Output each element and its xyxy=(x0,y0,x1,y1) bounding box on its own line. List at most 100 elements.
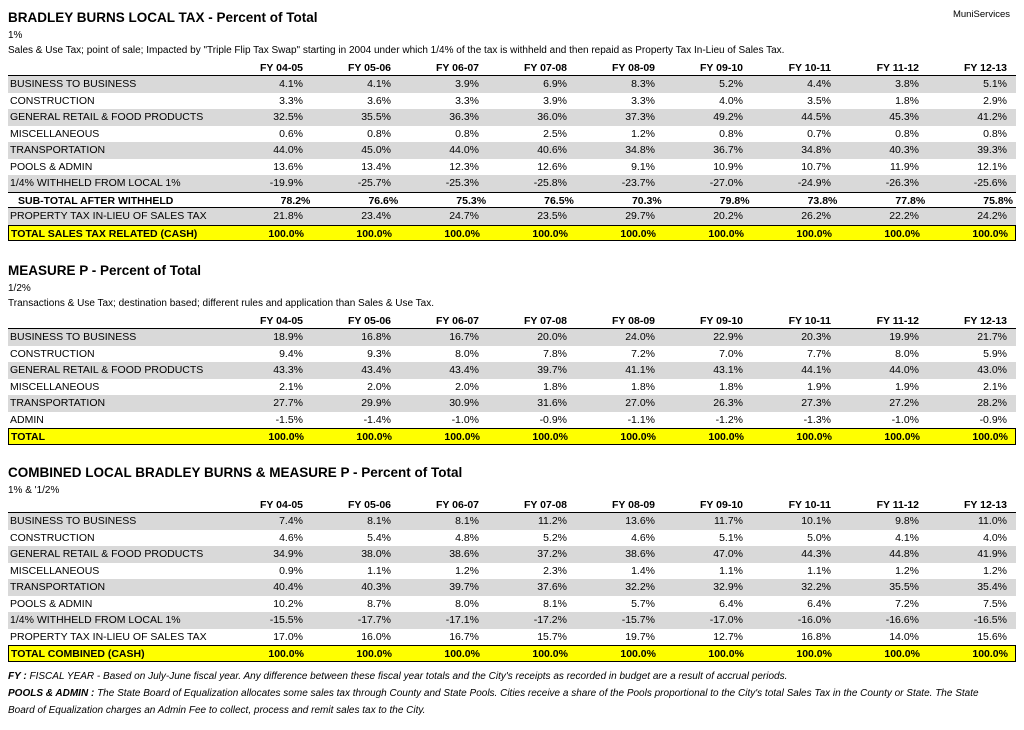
cell-value: 100.0% xyxy=(532,648,568,660)
cell-value: 12.1% xyxy=(977,160,1007,173)
cell-value: 7.8% xyxy=(543,347,567,360)
row-label: ADMIN xyxy=(10,413,44,426)
cell-value: 10.9% xyxy=(713,160,743,173)
header-spacer xyxy=(8,314,218,328)
row-label: TOTAL SALES TAX RELATED (CASH) xyxy=(11,227,198,240)
row-label: CONSTRUCTION xyxy=(10,347,95,360)
cell-value: 6.9% xyxy=(543,78,567,90)
cell-value: 8.1% xyxy=(367,515,391,527)
column-header: FY 10-11 xyxy=(788,499,831,511)
cell-value: 1.1% xyxy=(719,564,743,577)
cell-value: -16.5% xyxy=(973,614,1007,626)
cell-value: 100.0% xyxy=(620,648,656,660)
cell-value: 100.0% xyxy=(268,227,304,240)
cell-value: 5.1% xyxy=(719,531,743,544)
column-header: FY 04-05 xyxy=(260,62,303,74)
cell-value: 28.2% xyxy=(977,397,1007,409)
table-row: TRANSPORTATION 40.4% 40.3% 39.7% 37.6% 32.2% 3… xyxy=(8,579,1016,596)
cell-value: 16.0% xyxy=(361,630,391,643)
cell-value: 2.9% xyxy=(983,94,1007,107)
cell-value: 40.3% xyxy=(361,581,391,593)
cell-value: 21.8% xyxy=(273,210,303,222)
column-header: FY 08-09 xyxy=(612,315,655,327)
column-header: FY 06-07 xyxy=(436,62,479,74)
cell-value: 6.4% xyxy=(807,597,831,610)
table-row: MISCELLANEOUS 0.9% 1.1% 1.2% 2.3% 1.4% 1.1% 1.1… xyxy=(8,563,1016,580)
table-row: GENERAL RETAIL & FOOD PRODUCTS 43.3% 43.4%… xyxy=(8,362,1016,379)
column-header: FY 11-12 xyxy=(876,315,919,327)
cell-value: 44.1% xyxy=(801,364,831,376)
cell-value: 43.4% xyxy=(449,364,479,376)
cell-value: -0.9% xyxy=(539,413,567,426)
cell-value: 43.1% xyxy=(713,364,743,376)
cell-value: 12.3% xyxy=(449,160,479,173)
row-label: TOTAL xyxy=(11,431,46,443)
cell-value: -16.6% xyxy=(885,614,919,626)
cell-value: 7.5% xyxy=(983,597,1007,610)
cell-value: 4.1% xyxy=(895,531,919,544)
cell-value: 11.2% xyxy=(538,515,567,527)
cell-value: 1.8% xyxy=(895,94,919,107)
cell-value: 45.0% xyxy=(361,144,391,156)
cell-value: -25.6% xyxy=(973,177,1007,189)
column-header: FY 04-05 xyxy=(260,315,303,327)
cell-value: 34.8% xyxy=(625,144,655,156)
cell-value: -24.9% xyxy=(797,177,831,189)
cell-value: 100.0% xyxy=(708,648,744,660)
cell-value: 2.3% xyxy=(543,564,567,577)
cell-value: 44.0% xyxy=(889,364,919,376)
row-label: GENERAL RETAIL & FOOD PRODUCTS xyxy=(10,111,204,123)
cell-value: 44.0% xyxy=(449,144,479,156)
cell-value: 38.0% xyxy=(361,548,391,560)
table-row: POOLS & ADMIN 10.2% 8.7% 8.0% 8.1% 5.7% 6.4% 6.… xyxy=(8,596,1016,613)
cell-value: -23.7% xyxy=(621,177,655,189)
cell-value: 11.7% xyxy=(714,515,743,527)
cell-value: 4.1% xyxy=(367,78,391,90)
cell-value: 100.0% xyxy=(444,648,480,660)
cell-value: 7.0% xyxy=(719,347,743,360)
cell-value: 21.7% xyxy=(977,331,1007,343)
table-row: 1/4% WITHHELD FROM LOCAL 1% -19.9% -25.7% -… xyxy=(8,175,1016,192)
cell-value: 76.5% xyxy=(544,194,574,207)
cell-value: 2.1% xyxy=(279,380,303,393)
cell-value: 77.8% xyxy=(895,194,926,207)
header-row: FY 04-05 FY 05-06 FY 06-07 FY 07-08 FY 08-09… xyxy=(8,61,1016,76)
cell-value: 8.1% xyxy=(455,515,479,527)
column-header: FY 08-09 xyxy=(612,62,655,74)
cell-value: 22.2% xyxy=(889,210,919,222)
cell-value: -0.9% xyxy=(979,413,1007,426)
cell-value: 44.5% xyxy=(801,111,831,123)
footnote: POOLS & ADMIN : The State Board of Equal… xyxy=(8,685,1008,719)
cell-value: 0.8% xyxy=(455,127,479,140)
column-header: FY 04-05 xyxy=(260,499,303,511)
section-title: MEASURE P - Percent of Total xyxy=(8,263,202,278)
cell-value: 100.0% xyxy=(444,227,480,240)
cell-value: 100.0% xyxy=(972,431,1008,443)
header-row: FY 04-05 FY 05-06 FY 06-07 FY 07-08 FY 08-09… xyxy=(8,498,1016,513)
cell-value: 34.8% xyxy=(801,144,831,156)
cell-value: 8.7% xyxy=(367,597,391,610)
cell-value: 45.3% xyxy=(889,111,919,123)
cell-value: 1.4% xyxy=(631,564,655,577)
column-header: FY 08-09 xyxy=(612,499,655,511)
cell-value: 4.0% xyxy=(983,531,1007,544)
cell-value: 8.3% xyxy=(631,78,655,90)
cell-value: 100.0% xyxy=(972,648,1008,660)
cell-value: 1.9% xyxy=(895,380,919,393)
cell-value: -19.9% xyxy=(269,177,303,189)
cell-value: 10.7% xyxy=(801,160,831,173)
cell-value: 30.9% xyxy=(449,397,479,409)
column-header: FY 05-06 xyxy=(348,499,391,511)
cell-value: 13.6% xyxy=(273,160,303,173)
cell-value: 31.6% xyxy=(537,397,567,409)
cell-value: 9.3% xyxy=(367,347,391,360)
cell-value: 70.3% xyxy=(631,194,662,207)
section-description: Sales & Use Tax; point of sale; Impacted… xyxy=(8,45,785,56)
cell-value: 38.6% xyxy=(625,548,655,560)
cell-value: -15.5% xyxy=(269,614,303,626)
table-row: BUSINESS TO BUSINESS 4.1% 4.1% 3.9% 6.9% 8.3%… xyxy=(8,76,1016,93)
row-label: MISCELLANEOUS xyxy=(10,564,100,577)
cell-value: 40.3% xyxy=(889,144,919,156)
row-label: MISCELLANEOUS xyxy=(10,380,100,393)
section: MEASURE P - Percent of Total 1/2% Transact… xyxy=(8,261,1016,445)
